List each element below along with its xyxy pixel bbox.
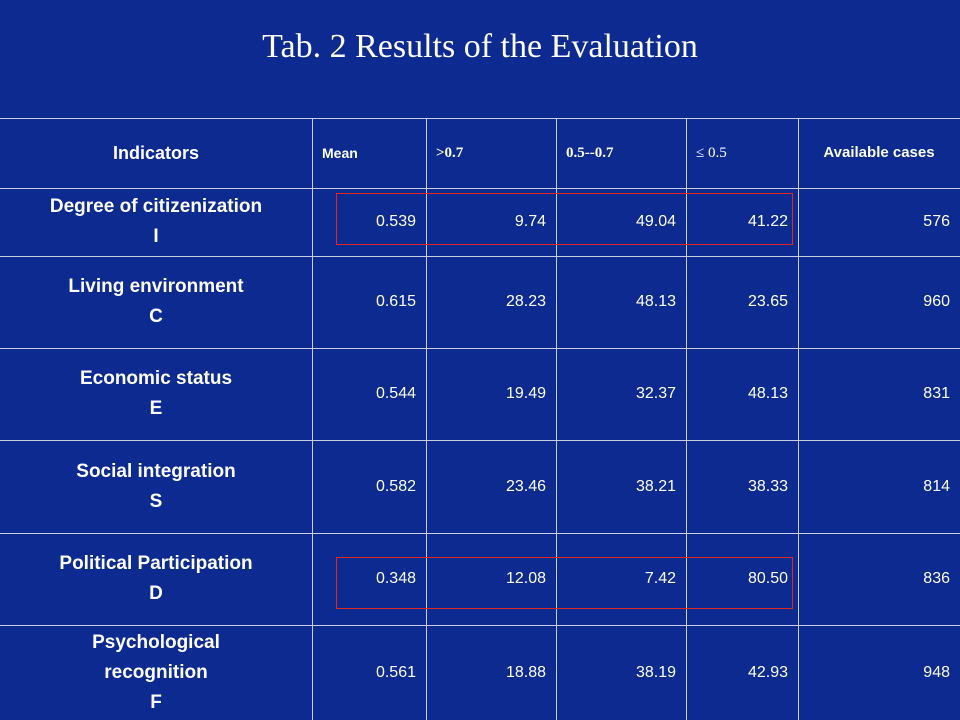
indicator-line: Psychological [92, 631, 220, 653]
grid-line [556, 118, 557, 720]
value-cell: 0.348 [375, 570, 416, 587]
value-cell: 12.08 [505, 570, 546, 587]
value-cell: 9.74 [514, 213, 546, 230]
header-text: >0.7 [436, 144, 464, 161]
grid-line [0, 533, 960, 534]
header-text: 0.5--0.7 [566, 144, 614, 161]
indicator-cell: Living environment C [0, 256, 312, 348]
grid-line [426, 118, 427, 720]
grid-line [0, 188, 960, 189]
indicator-cell: Psychological recognition F [0, 625, 312, 720]
value-cell: 49.04 [635, 213, 676, 230]
value-cell: 32.37 [635, 385, 676, 402]
value-cell: 48.13 [747, 385, 788, 402]
value-cell: 948 [923, 663, 950, 681]
indicator-line: I [153, 226, 159, 247]
value-cell: 18.88 [505, 663, 546, 681]
indicator-line: C [149, 306, 163, 327]
highlight-box [336, 193, 793, 245]
value-cell: 814 [923, 477, 950, 495]
indicator-line: E [149, 398, 163, 419]
value-cell: 0.561 [375, 663, 416, 681]
value-cell: 48.13 [635, 293, 676, 310]
indicator-line: Economic status [79, 368, 233, 389]
indicator-cell: Political Participation D [0, 533, 312, 625]
value-cell: 576 [923, 213, 950, 230]
indicator-cell: Degree of citizenization I [0, 188, 312, 256]
header-cell: Mean [312, 118, 426, 188]
grid-line [0, 348, 960, 349]
header-text: Mean [322, 145, 358, 161]
header-cell: 0.5--0.7 [556, 118, 686, 188]
indicator-cell: Social integration S [0, 440, 312, 533]
value-cell: 38.33 [747, 477, 788, 495]
value-cell: 0.539 [375, 213, 416, 230]
value-cell: 0.582 [375, 477, 416, 495]
slide-title: Tab. 2 Results of the Evaluation [262, 28, 698, 65]
indicator-line: Living environment [68, 276, 244, 297]
value-cell: 38.19 [635, 663, 676, 681]
header-cell: >0.7 [426, 118, 556, 188]
header-text: Indicators [112, 142, 200, 163]
grid-line [0, 625, 960, 626]
value-cell: 960 [923, 293, 950, 310]
indicator-line: F [150, 691, 162, 713]
indicator-line: Political Participation [59, 553, 253, 574]
value-cell: 41.22 [747, 213, 788, 230]
header-cell: Indicators [0, 118, 312, 188]
highlight-box [336, 557, 793, 609]
grid-line [0, 440, 960, 441]
value-cell: 7.42 [644, 570, 676, 587]
grid-line [0, 256, 960, 257]
value-cell: 38.21 [635, 477, 676, 495]
indicator-line: S [149, 490, 163, 512]
value-cell: 23.46 [505, 477, 546, 495]
grid-line [0, 118, 960, 119]
grid-line [312, 118, 313, 720]
header-cell: ≤ 0.5 [686, 118, 798, 188]
header-text: ≤ 0.5 [696, 144, 727, 161]
indicator-line: Degree of citizenization [49, 196, 263, 217]
indicator-line: D [149, 583, 163, 604]
header-text: Available cases [823, 144, 935, 161]
grid-line [686, 118, 687, 720]
indicator-line: recognition [104, 661, 208, 683]
value-cell: 0.544 [375, 385, 416, 402]
header-cell: Available cases [798, 118, 960, 188]
value-cell: 831 [923, 385, 950, 402]
value-cell: 28.23 [505, 293, 546, 310]
value-cell: 80.50 [747, 570, 788, 587]
value-cell: 42.93 [747, 663, 788, 681]
indicator-line: Social integration [76, 460, 236, 482]
grid-line [798, 118, 799, 720]
value-cell: 836 [923, 570, 950, 587]
value-cell: 19.49 [505, 385, 546, 402]
indicator-cell: Economic status E [0, 348, 312, 440]
value-cell: 0.615 [375, 293, 416, 310]
value-cell: 23.65 [747, 293, 788, 310]
